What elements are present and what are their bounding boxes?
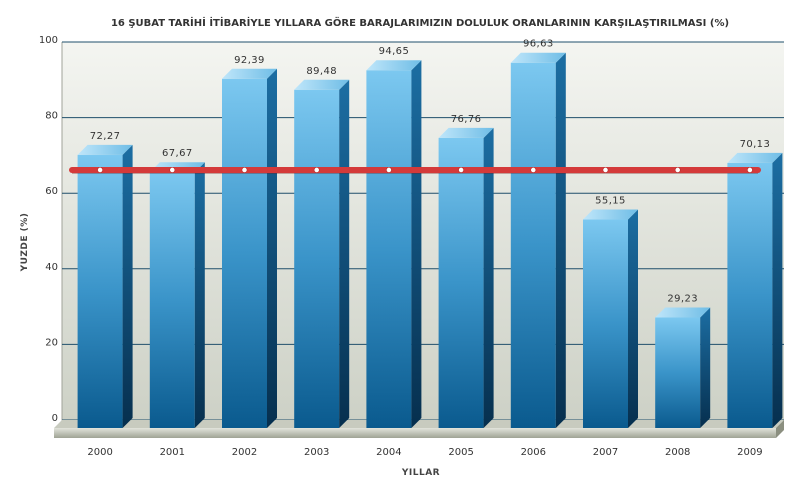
reference-line-marker (385, 167, 392, 173)
reference-line (69, 166, 761, 174)
bar-top (294, 79, 350, 90)
bar-side (339, 79, 350, 429)
reference-line-marker (313, 167, 320, 173)
data-label: 89,48 (306, 66, 337, 77)
plot-floor-front (54, 428, 776, 438)
bars (77, 52, 783, 429)
reference-line-marker (241, 167, 248, 173)
bar-top (655, 307, 711, 318)
x-tick-label: 2002 (232, 447, 257, 458)
x-tick-label: 2004 (376, 447, 401, 458)
bar-top (510, 52, 566, 63)
bar-2002 (222, 68, 277, 428)
bar-front (510, 62, 556, 429)
x-tick-label: 2003 (304, 447, 329, 458)
bar-top (222, 68, 277, 79)
bar-front (366, 70, 412, 429)
bar-2001 (149, 162, 205, 428)
x-tick-label: 2009 (737, 447, 762, 458)
bar-2008 (655, 307, 711, 428)
y-tick-label: 60 (45, 186, 58, 197)
bar-top (727, 152, 783, 163)
y-tick-label: 20 (45, 337, 58, 348)
data-label: 70,13 (740, 139, 771, 150)
bar-top (438, 127, 494, 138)
reference-line-marker (458, 167, 464, 173)
x-tick-label: 2000 (87, 447, 112, 458)
bar-2003 (294, 79, 350, 429)
bar-side (628, 209, 638, 428)
x-axis-ticks: 2000 2001 2002 2003 2004 2005 2006 2007 2008 2009 (87, 447, 762, 458)
data-label: 76,76 (451, 114, 482, 125)
bar-side (555, 52, 566, 429)
bar-side (483, 127, 494, 428)
y-tick-label: 100 (39, 35, 58, 46)
bar-side (411, 60, 422, 429)
bar-side (772, 152, 783, 428)
y-axis-title: YUZDE (%) (20, 213, 30, 273)
bar-2000 (77, 144, 133, 428)
chart-title: 16 ŞUBAT TARİHİ İTİBARİYLE YILLARA GÖRE … (111, 15, 729, 29)
bar-side (194, 162, 205, 428)
x-axis-title: YILLAR (401, 468, 440, 478)
bar-front (727, 162, 773, 428)
bar-front (294, 89, 340, 429)
y-tick-label: 40 (45, 262, 58, 273)
bar-side (267, 68, 277, 428)
bar-front (583, 219, 628, 428)
bar-2004 (366, 60, 422, 429)
bar-front (438, 137, 484, 428)
bar-front (77, 154, 123, 428)
bar-2009 (727, 152, 783, 428)
bar-front (149, 172, 195, 428)
reference-line-marker (530, 167, 537, 173)
y-axis-ticks: 0 20 40 60 80 100 (39, 35, 58, 424)
y-tick-label: 80 (45, 111, 58, 122)
bar-top (77, 144, 133, 155)
bar-2005 (438, 127, 494, 428)
x-tick-label: 2007 (593, 447, 618, 458)
reference-line-marker (674, 167, 681, 173)
bar-2007 (583, 209, 638, 428)
bar-front (655, 317, 701, 428)
bar-side (700, 307, 711, 428)
bar-top (583, 209, 638, 220)
reference-line-marker (602, 167, 609, 173)
data-label: 72,27 (90, 131, 121, 142)
data-labels: 72,27 67,67 92,39 89,48 94,65 76,76 96,63 55,15… (90, 39, 770, 305)
x-tick-label: 2006 (521, 447, 546, 458)
x-tick-label: 2008 (665, 447, 690, 458)
data-label: 92,39 (234, 55, 265, 66)
bar-2006 (510, 52, 566, 429)
bar-top (366, 60, 422, 71)
bar-side (122, 144, 133, 428)
y-tick-label: 0 (52, 413, 58, 424)
reference-line-marker (747, 167, 753, 173)
reference-line-marker (169, 167, 176, 173)
data-label: 55,15 (595, 196, 626, 207)
data-label: 67,67 (162, 148, 193, 159)
bar-front (222, 78, 267, 428)
data-label: 96,63 (523, 39, 554, 50)
data-label: 94,65 (379, 46, 410, 57)
x-tick-label: 2005 (448, 447, 473, 458)
data-label: 29,23 (667, 294, 698, 305)
plot-floor-side (776, 420, 784, 438)
reference-line-marker (97, 167, 103, 173)
x-tick-label: 2001 (160, 447, 185, 458)
